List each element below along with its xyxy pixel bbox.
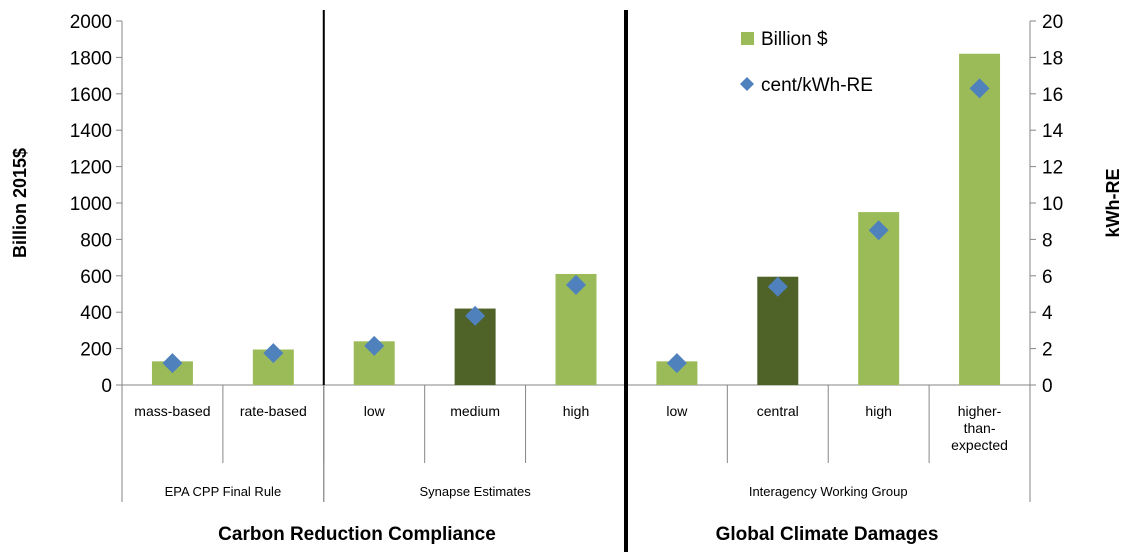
point-rate-based [263, 343, 284, 364]
legend-label-bars: Billion $ [761, 29, 828, 50]
bar-series [151, 53, 1001, 385]
left-tick-label: 0 [101, 376, 112, 397]
point-low [364, 335, 385, 356]
category-label: high [563, 403, 589, 419]
left-tick-label: 1400 [70, 121, 112, 142]
category-label: high [865, 403, 891, 419]
right-axis-title: kWh-RE [1103, 169, 1123, 238]
category-label: central [757, 403, 799, 419]
right-tick-label: 14 [1042, 121, 1064, 142]
legend: Billion $ cent/kWh-RE [740, 29, 873, 96]
group-label: EPA CPP Final Rule [165, 484, 282, 499]
group-label: Interagency Working Group [749, 484, 908, 499]
category-label: low [364, 403, 386, 419]
category-label: low [666, 403, 688, 419]
right-tick-label: 10 [1042, 194, 1063, 215]
right-tick-label: 4 [1042, 303, 1053, 324]
point-mass-based [162, 353, 183, 374]
right-tick-label: 18 [1042, 48, 1063, 69]
left-tick-label: 600 [80, 267, 112, 288]
section-title: Carbon Reduction Compliance [218, 524, 496, 545]
section-title: Global Climate Damages [716, 524, 939, 545]
right-tick-label: 6 [1042, 267, 1053, 288]
legend-swatch-bars [741, 32, 754, 45]
point-medium [465, 305, 486, 326]
category-label: than- [964, 420, 996, 436]
bar-higher-than-expected [959, 53, 1001, 385]
category-labels: mass-based rate-based low medium high low cent… [134, 403, 1008, 545]
point-higher-than-expected [969, 78, 990, 99]
left-tick-label: 2000 [70, 12, 112, 33]
left-tick-label: 1800 [70, 48, 112, 69]
right-tick-label: 8 [1042, 230, 1053, 251]
category-label: expected [951, 437, 1008, 453]
left-tick-label: 1600 [70, 85, 112, 106]
category-label: medium [450, 403, 500, 419]
category-label: mass-based [134, 403, 210, 419]
axes: 0 200 400 600 800 1000 1200 1400 1600 1800 2000 0 2 4… [10, 12, 1123, 397]
right-tick-label: 16 [1042, 85, 1063, 106]
right-tick-label: 2 [1042, 340, 1053, 361]
group-label: Synapse Estimates [419, 484, 531, 499]
point-central [767, 276, 788, 297]
point-high [566, 274, 586, 295]
left-tick-label: 1000 [70, 194, 112, 215]
category-label: higher- [958, 403, 1002, 419]
left-tick-label: 800 [80, 230, 112, 251]
point-series [162, 78, 990, 374]
bar-low [656, 361, 698, 385]
right-tick-label: 12 [1042, 158, 1063, 179]
left-tick-label: 400 [80, 303, 112, 324]
left-axis-title: Billion 2015$ [10, 148, 30, 258]
left-tick-label: 200 [80, 340, 112, 361]
left-tick-label: 1200 [70, 158, 112, 179]
bar-mass-based [151, 361, 193, 385]
legend-label-points: cent/kWh-RE [761, 75, 873, 96]
bar-high [858, 212, 900, 385]
category-label: rate-based [240, 403, 307, 419]
point-low [666, 353, 687, 374]
legend-swatch-points [740, 77, 754, 91]
point-high [868, 220, 889, 241]
right-tick-label: 20 [1042, 12, 1063, 33]
right-tick-label: 0 [1042, 376, 1053, 397]
